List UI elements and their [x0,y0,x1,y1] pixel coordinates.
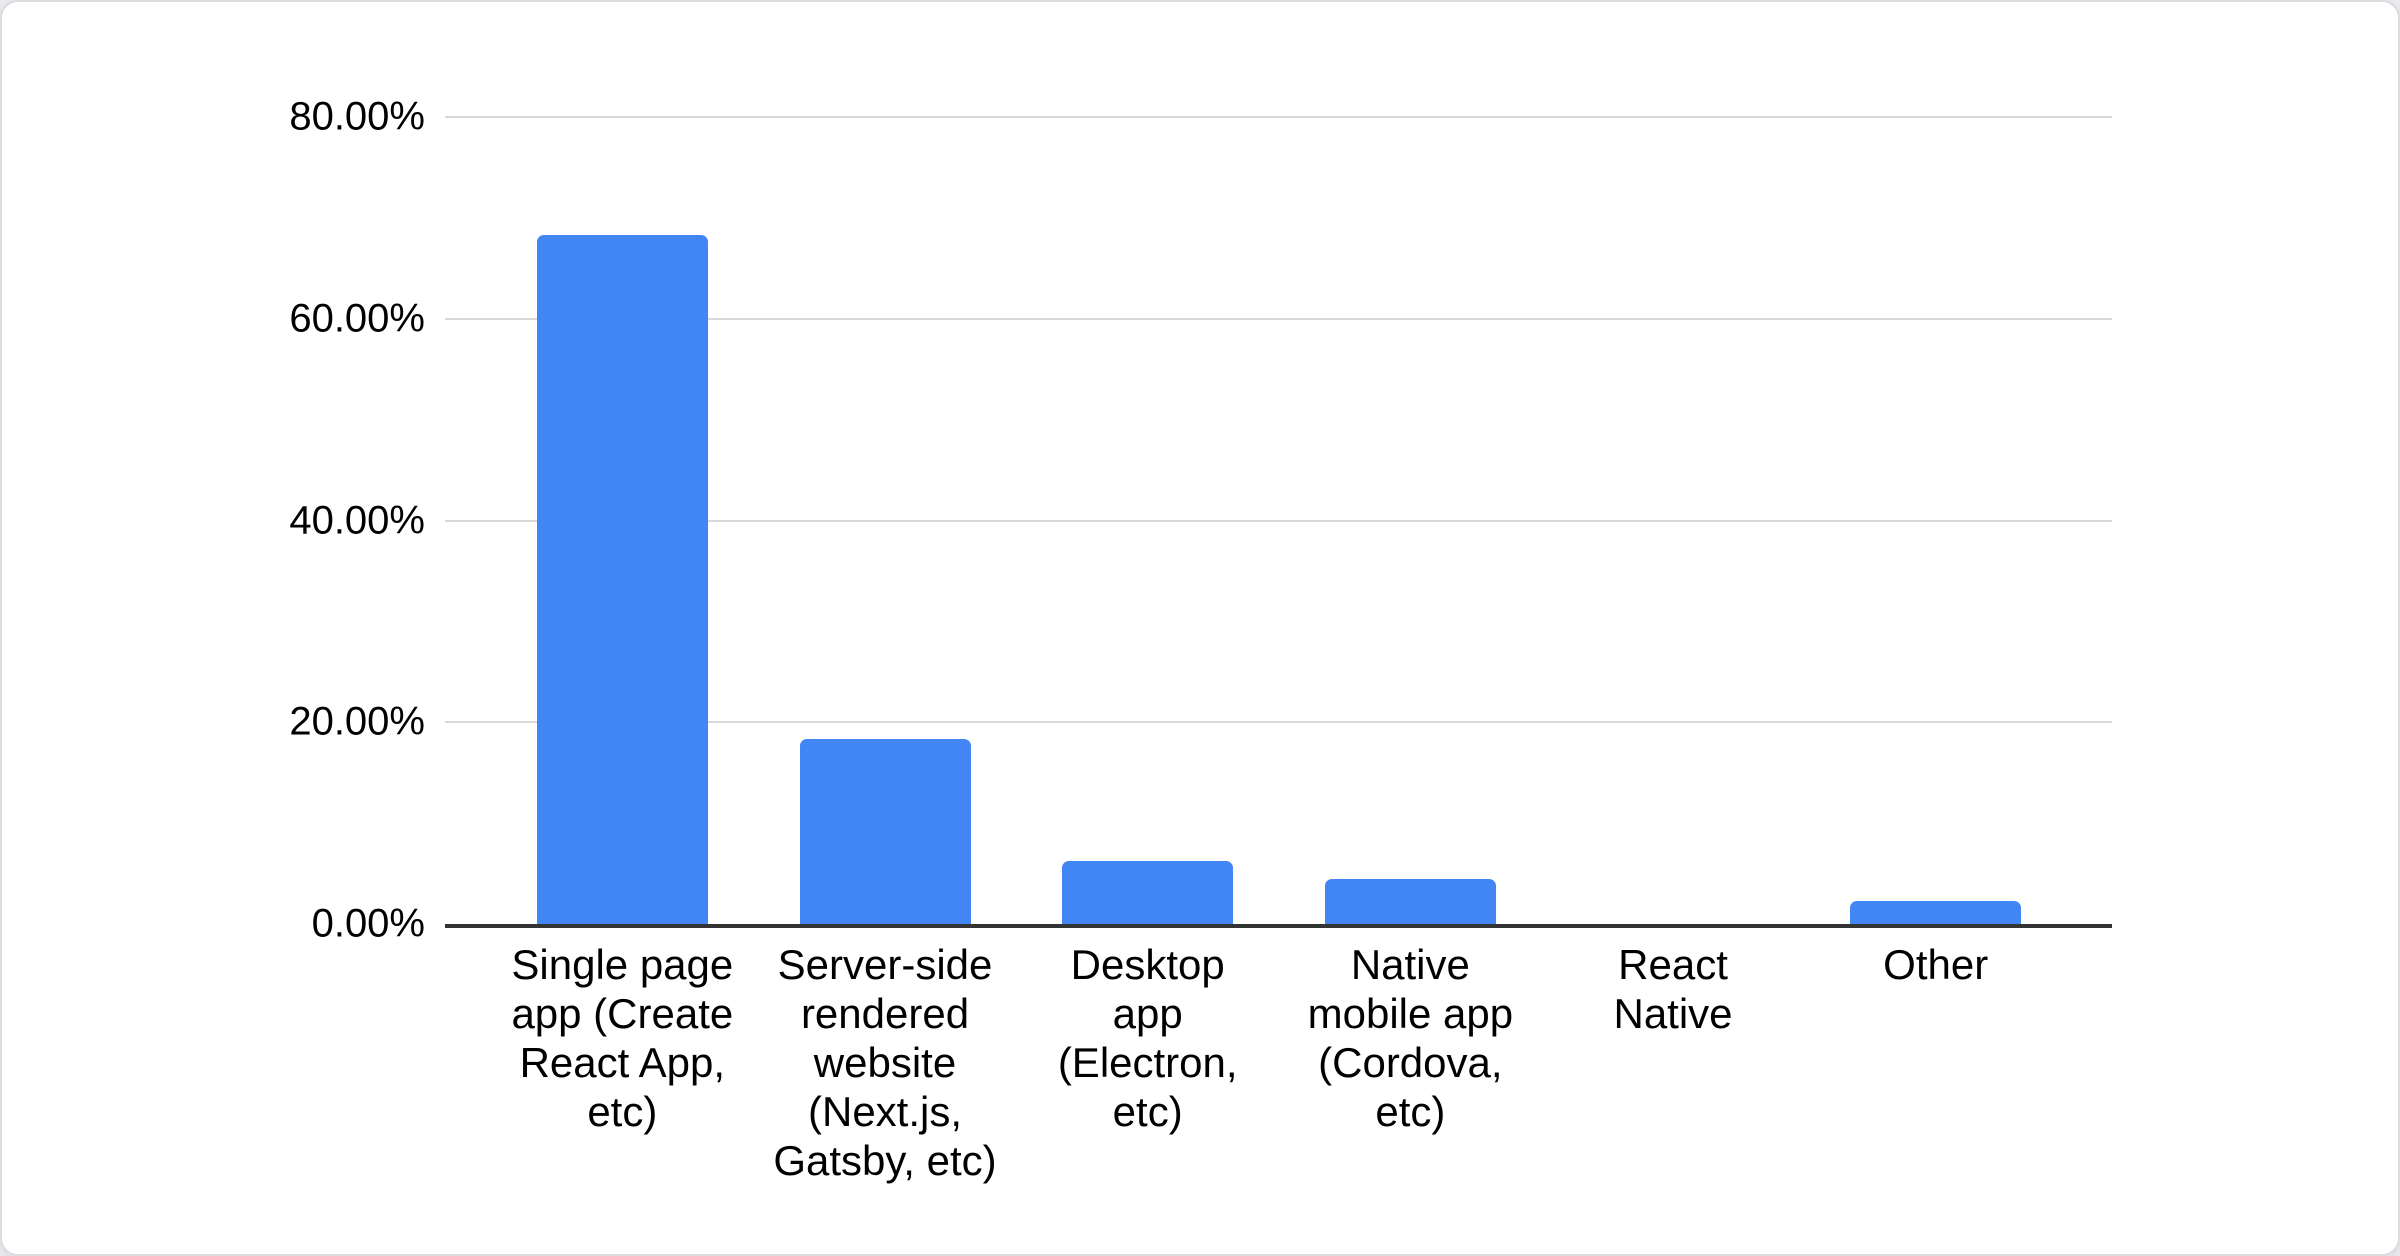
bar-slot-react-native [1542,117,1805,924]
gridline-60 [445,317,2112,320]
x-axis: Single page app (Create React App, etc) S… [491,940,2067,1185]
y-tick-label-60: 60.00% [289,296,425,341]
x-category-label-single-page-app: Single page app (Create React App, etc) [511,941,734,1135]
bar-slot-single-page-app [491,117,754,924]
y-tick-label-80: 80.00% [289,94,425,139]
bar-series [491,117,2067,924]
x-category-label-native-mobile-app: Native mobile app (Cordova, etc) [1307,941,1514,1135]
x-category-label-react-native: React Native [1613,941,1733,1037]
gridline-80 [445,116,2112,118]
bar-slot-native-mobile-app [1279,117,1542,924]
bar-desktop-app[interactable] [1062,861,1234,924]
x-category-label-other: Other [1883,941,1989,988]
bar-server-side-rendered-website[interactable] [799,739,971,924]
y-axis: 80.00% 60.00% 40.00% 20.00% 0.00% [2,95,425,946]
x-category-label-desktop-app: Desktop app (Electron, etc) [1057,941,1238,1135]
plot-area [445,116,2112,928]
y-tick-label-40: 40.00% [289,498,425,542]
x-category-label-server-side-rendered-website: Server-side rendered website (Next.js, G… [773,941,997,1184]
y-tick-label-0: 0.00% [311,901,425,946]
gridline-40 [445,519,2112,522]
bar-slot-other [1804,117,2067,924]
bar-other[interactable] [1850,900,2022,924]
bar-slot-server-side-rendered-website [754,117,1017,924]
bar-single-page-app[interactable] [536,235,708,924]
gridline-20 [445,721,2112,724]
bar-slot-desktop-app [1016,117,1279,924]
bar-native-mobile-app[interactable] [1324,878,1496,924]
y-tick-label-20: 20.00% [289,699,425,744]
